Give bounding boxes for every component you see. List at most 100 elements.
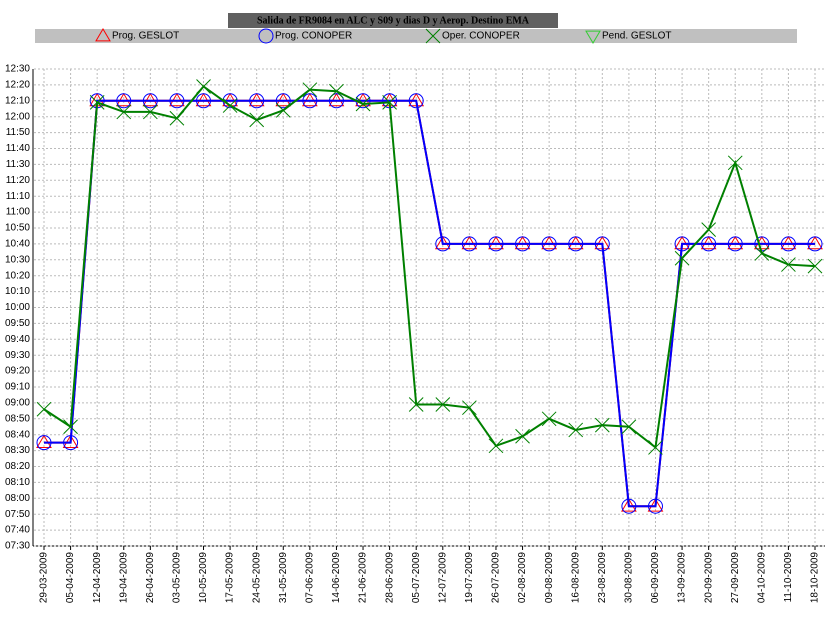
y-tick-label: 09:20 [5,366,30,377]
data-point [621,498,637,514]
data-point [355,96,371,112]
data-point [674,236,690,252]
data-point [807,258,823,274]
y-tick-label: 08:00 [5,493,30,504]
y-tick-label: 07:40 [5,525,30,536]
data-point [275,93,291,109]
data-point [435,397,451,412]
data-point [515,236,531,252]
x-tick-label: 12-07-2009 [437,552,448,604]
data-point [116,93,132,109]
x-tick-label: 27-09-2009 [730,552,741,604]
data-point [328,93,344,109]
x-tick-label: 29-03-2009 [39,552,50,604]
x-tick-label: 10-05-2009 [198,552,209,604]
data-point [249,93,265,109]
x-tick-label: 28-06-2009 [384,552,395,604]
data-point [754,246,770,261]
data-point [169,110,185,126]
y-tick-label: 11:40 [6,143,31,154]
data-point [275,92,292,107]
data-point [169,93,185,109]
y-tick-label: 10:30 [5,254,30,265]
y-tick-label: 09:40 [5,334,30,345]
x-tick-label: 09-08-2009 [544,552,555,604]
data-point [647,498,664,512]
data-point [780,235,797,250]
x-tick-label: 02-08-2009 [517,552,528,604]
data-point [807,236,823,252]
y-tick-label: 11:10 [6,191,31,202]
data-point [727,236,743,252]
y-tick-label: 08:40 [5,429,30,440]
data-point [435,236,451,252]
data-point [222,98,238,113]
data-point [541,236,557,252]
legend-marker [258,28,274,44]
data-point [382,95,397,110]
data-point [408,93,424,109]
data-point [249,112,265,128]
y-tick-label: 10:00 [5,302,30,313]
x-tick-label: 13-09-2009 [677,552,688,604]
data-point [461,236,477,252]
x-tick-label: 31-05-2009 [278,552,289,604]
data-point [541,411,557,427]
x-tick-label: 04-10-2009 [756,552,767,604]
legend-label: Pend. GESLOT [602,31,671,42]
x-tick-label: 19-04-2009 [118,552,129,604]
legend-bar [35,29,797,43]
legend-marker [95,28,111,42]
x-tick-label: 07-06-2009 [305,552,316,604]
data-point [621,498,637,512]
data-point [621,419,637,435]
series-line [44,99,815,508]
data-point [568,236,584,252]
y-tick-label: 08:10 [5,477,30,488]
data-point [700,235,717,250]
data-point [302,93,318,109]
x-tick-label: 12-04-2009 [92,552,103,604]
data-point [567,235,584,250]
data-point [169,92,185,107]
data-point [701,222,717,237]
x-tick-label: 11-10-2009 [783,552,794,603]
data-point [461,235,478,250]
legend-marker [425,28,441,44]
data-point [275,102,291,118]
data-point [355,92,371,107]
data-point [781,257,796,272]
y-tick-label: 09:50 [5,318,30,329]
data-point [514,235,531,250]
data-point [36,401,52,417]
data-point [488,438,504,454]
y-tick-label: 10:50 [5,223,30,234]
data-point [541,235,558,250]
data-point [329,83,344,99]
x-tick-label: 19-07-2009 [464,552,475,604]
x-tick-label: 18-10-2009 [810,552,821,604]
data-point [488,235,504,250]
data-point [568,422,584,438]
x-tick-label: 06-09-2009 [650,552,661,604]
data-point [408,397,424,412]
legend-marker [585,30,601,44]
data-point [196,79,211,94]
data-point [302,82,318,98]
data-point [116,104,132,120]
x-tick-label: 14-06-2009 [331,552,342,604]
x-tick-label: 16-08-2009 [570,552,581,604]
data-point [648,440,663,455]
x-tick-label: 05-07-2009 [411,552,422,604]
series-line [44,99,815,508]
y-tick-label: 11:00 [6,207,31,218]
data-point [727,235,744,250]
y-tick-label: 12:00 [5,111,30,122]
data-point [248,92,265,107]
y-tick-label: 10:10 [5,286,30,297]
data-point [63,435,79,451]
y-tick-label: 12:30 [5,64,30,75]
y-tick-label: 12:10 [5,95,30,106]
x-tick-label: 26-07-2009 [491,552,502,604]
